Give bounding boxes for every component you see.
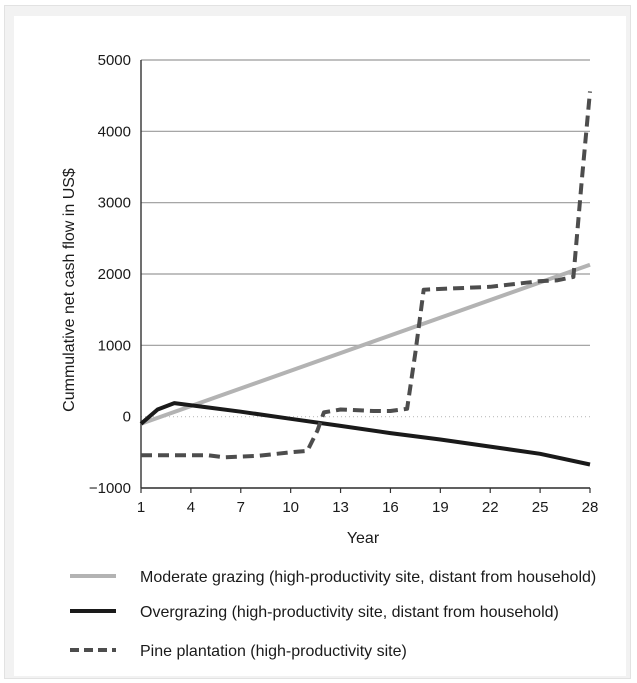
legend-item: Pine plantation (high-productivity site): [70, 643, 407, 660]
x-tick-label: 7: [237, 499, 245, 516]
y-axis-label: Cummulative net cash flow in US$: [61, 168, 78, 412]
y-tick-label: −1000: [89, 480, 131, 497]
y-tick-labels: 5000 4000 3000 2000 1000 0 −1000: [89, 52, 131, 497]
legend-item: Moderate grazing (high-productivity site…: [70, 569, 596, 586]
legend-label: Pine plantation (high-productivity site): [140, 643, 407, 660]
x-tick-label: 13: [332, 499, 349, 516]
x-tick-label: 19: [432, 499, 449, 516]
x-tick-label: 10: [282, 499, 299, 516]
y-tick-label: 5000: [98, 52, 131, 69]
x-tick-label: 25: [532, 499, 549, 516]
y-tick-label: 2000: [98, 266, 131, 283]
legend-label: Moderate grazing (high-productivity site…: [140, 569, 596, 586]
x-tick-label: 22: [482, 499, 499, 516]
series-line-pine-plantation: [141, 91, 592, 460]
legend-label: Overgrazing (high-productivity site, dis…: [140, 604, 559, 621]
x-tick-label: 4: [187, 499, 195, 516]
y-tick-label: 3000: [98, 195, 131, 212]
x-tick-label: 1: [137, 499, 145, 516]
x-axis-label: Year: [347, 530, 380, 547]
legend: Moderate grazing (high-productivity site…: [70, 569, 596, 660]
y-tick-label: 0: [123, 409, 131, 426]
legend-item: Overgrazing (high-productivity site, dis…: [70, 604, 559, 621]
plot-background: [14, 16, 626, 676]
x-tick-label: 16: [382, 499, 399, 516]
series-line-overgrazing: [139, 401, 591, 467]
axes: [140, 60, 590, 489]
x-tick-label: 28: [582, 499, 599, 516]
series-lines: [139, 91, 592, 467]
series-line-moderate-grazing: [140, 262, 591, 426]
y-tick-label: 1000: [98, 337, 131, 354]
x-tick-labels: 1 4 7 10 13 16 19 22 25 28: [137, 488, 599, 516]
y-tick-label: 4000: [98, 123, 131, 140]
